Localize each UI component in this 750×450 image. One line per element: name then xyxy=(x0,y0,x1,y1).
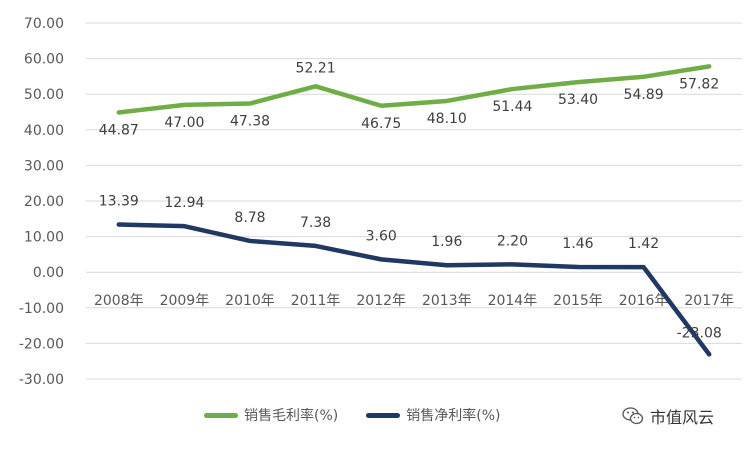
x-tick-label: 2014年 xyxy=(488,293,538,309)
y-tick-label: 60.00 xyxy=(24,52,64,68)
data-label: 54.89 xyxy=(624,87,664,103)
y-tick-label: -30.00 xyxy=(19,372,64,388)
data-label: 48.10 xyxy=(427,111,467,127)
data-label: 57.82 xyxy=(679,76,719,92)
data-label: 12.94 xyxy=(164,195,204,211)
y-tick-label: -20.00 xyxy=(19,336,64,352)
data-label: 8.78 xyxy=(234,210,265,226)
y-tick-label: -10.00 xyxy=(19,301,64,317)
y-tick-label: 40.00 xyxy=(24,123,64,139)
x-axis: 2008年 2009年 2010年 2011年 2012年 2013年 2014年 2015年… xyxy=(94,293,734,309)
x-tick-label: 2017年 xyxy=(684,293,734,309)
data-label: 44.87 xyxy=(99,122,139,138)
legend: 销售毛利率(%) 销售净利率(%) xyxy=(204,405,528,425)
data-labels: 44.87 47.00 47.38 52.21 46.75 48.10 51.44 53.40… xyxy=(99,60,722,341)
y-tick-label: 30.00 xyxy=(24,158,64,174)
y-tick-label: 70.00 xyxy=(24,16,64,32)
y-tick-label: 0.00 xyxy=(33,265,64,281)
x-tick-label: 2010年 xyxy=(225,293,275,309)
legend-label-gross: 销售毛利率(%) xyxy=(244,408,339,424)
data-label: 3.60 xyxy=(366,228,397,244)
x-tick-label: 2015年 xyxy=(553,293,603,309)
data-label: 47.38 xyxy=(230,114,270,130)
y-tick-label: 20.00 xyxy=(24,194,64,210)
x-tick-label: 2013年 xyxy=(422,293,472,309)
x-tick-label: 2009年 xyxy=(160,293,210,309)
wechat-icon xyxy=(622,407,644,425)
x-tick-label: 2008年 xyxy=(94,293,144,309)
series-line-gross-margin xyxy=(116,64,712,115)
legend-item-gross: 销售毛利率(%) xyxy=(204,405,338,425)
data-label: 51.44 xyxy=(492,99,532,115)
data-label: -23.08 xyxy=(677,325,722,341)
data-label: 53.40 xyxy=(558,92,598,108)
data-label: 1.96 xyxy=(431,234,462,250)
data-label: 47.00 xyxy=(164,115,204,131)
watermark-text: 市值风云 xyxy=(650,408,715,427)
data-label: 46.75 xyxy=(361,116,401,132)
legend-swatch-gross xyxy=(204,412,238,418)
legend-label-net: 销售净利率(%) xyxy=(406,408,501,424)
x-tick-label: 2016年 xyxy=(619,293,669,309)
series-lines xyxy=(116,64,712,357)
data-label: 13.39 xyxy=(99,194,139,210)
data-label: 1.42 xyxy=(628,236,659,252)
data-label: 1.46 xyxy=(562,236,593,252)
y-tick-label: 10.00 xyxy=(24,230,64,246)
y-tick-label: 50.00 xyxy=(24,87,64,103)
series-line-net-margin xyxy=(116,222,712,357)
data-label: 52.21 xyxy=(296,60,336,76)
data-label: 7.38 xyxy=(300,215,331,231)
x-tick-label: 2012年 xyxy=(356,293,406,309)
gridlines xyxy=(86,22,742,380)
data-label: 2.20 xyxy=(497,233,528,249)
y-axis: 70.00 60.00 50.00 40.00 30.00 20.00 10.00 0.00 -… xyxy=(19,16,64,388)
legend-swatch-net xyxy=(366,412,401,418)
watermark: 市值风云 xyxy=(622,404,714,428)
legend-item-net: 销售净利率(%) xyxy=(366,405,500,425)
x-tick-label: 2011年 xyxy=(291,293,341,309)
